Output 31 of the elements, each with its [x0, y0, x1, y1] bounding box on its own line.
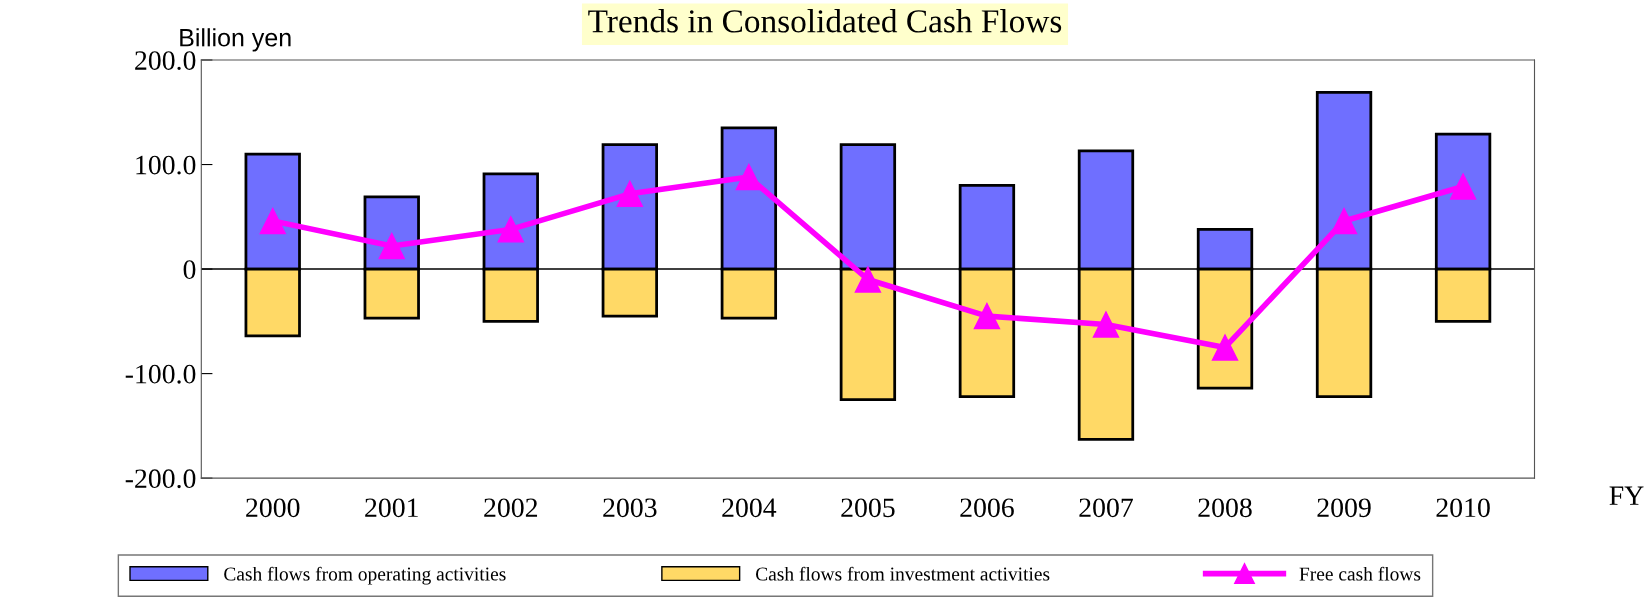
legend-label: Cash flows from investment activities [756, 566, 1050, 581]
x-tick-label: 2002 [484, 498, 538, 518]
point [1092, 311, 1120, 338]
point [1211, 334, 1239, 361]
y-tick-label: 100.0 [136, 155, 196, 175]
x-axis-title: FY [1609, 486, 1644, 505]
chart-title: Trends in Consolidated Cash Flows [588, 9, 1062, 33]
legend-label: Free cash flows [1299, 566, 1421, 581]
x-tick-label: 2004 [722, 498, 777, 518]
point [616, 180, 644, 207]
y-tick-label: 0 [183, 260, 196, 279]
x-tick-label: 2010 [1436, 498, 1490, 518]
point [259, 207, 286, 235]
point [735, 163, 763, 191]
legend-label: Cash flows from operating activities [224, 566, 506, 585]
x-tick-label: 2001 [365, 498, 418, 518]
y-axis-title: Billion yen [180, 28, 291, 52]
x-tick-label: 2008 [1198, 498, 1252, 518]
x-tick-label: 2005 [841, 498, 895, 518]
point [1449, 173, 1477, 200]
y-tick-label: 200.0 [135, 51, 196, 71]
y-tick-label: -100.0 [125, 364, 196, 384]
x-tick-label: 2003 [603, 498, 657, 518]
x-tick-label: 2006 [960, 498, 1014, 518]
y-tick-label: -200.0 [125, 469, 196, 489]
point [854, 266, 882, 293]
point [973, 302, 1001, 330]
point [1330, 207, 1358, 235]
x-tick-label: 2007 [1079, 498, 1133, 518]
x-tick-label: 2009 [1317, 498, 1371, 518]
x-tick-label: 2000 [246, 498, 300, 518]
